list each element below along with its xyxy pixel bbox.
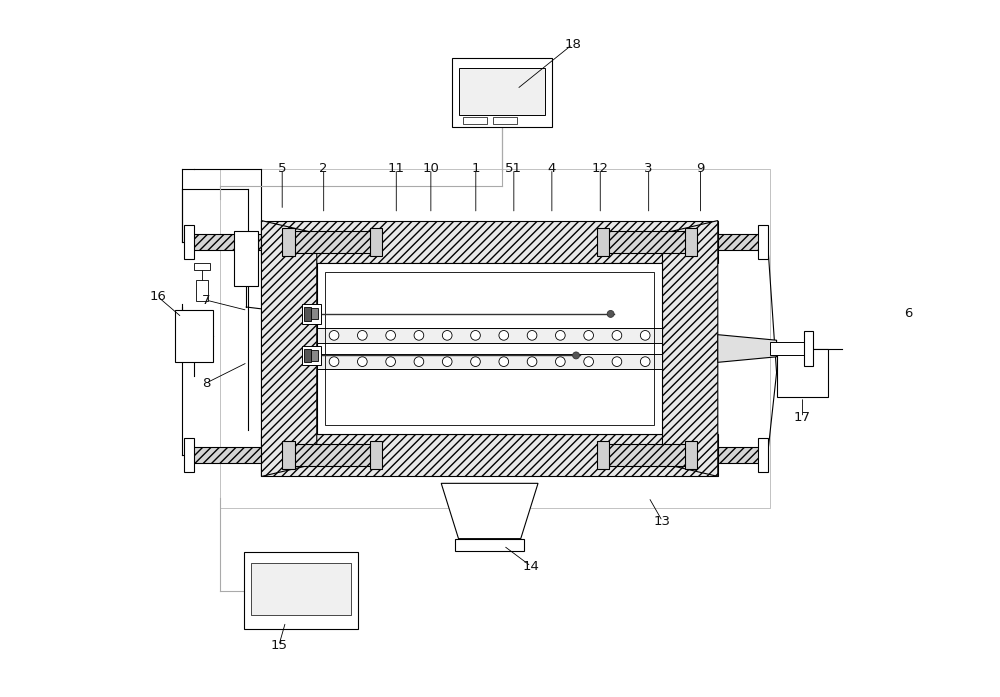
Text: 14: 14 — [523, 560, 540, 573]
Bar — [302, 346, 321, 365]
Text: 10: 10 — [422, 162, 439, 175]
Circle shape — [414, 330, 424, 340]
Circle shape — [329, 330, 339, 340]
Circle shape — [584, 330, 593, 340]
Bar — [234, 231, 258, 286]
Circle shape — [386, 330, 395, 340]
Bar — [194, 263, 210, 270]
Polygon shape — [441, 483, 538, 539]
Bar — [685, 441, 697, 469]
Text: 4: 4 — [548, 162, 556, 175]
Bar — [493, 117, 517, 124]
Polygon shape — [261, 220, 317, 477]
Bar — [777, 348, 828, 397]
Text: 5: 5 — [278, 162, 286, 175]
Bar — [718, 234, 759, 250]
Text: 11: 11 — [388, 162, 405, 175]
Bar — [463, 117, 487, 124]
Circle shape — [527, 330, 537, 340]
Bar — [175, 310, 213, 362]
Bar — [770, 342, 804, 355]
Text: 7: 7 — [202, 293, 210, 307]
Circle shape — [442, 357, 452, 367]
Bar — [685, 228, 697, 256]
Bar — [325, 272, 654, 425]
Bar — [261, 220, 718, 263]
Bar — [244, 553, 358, 629]
Circle shape — [640, 357, 650, 367]
Circle shape — [499, 357, 509, 367]
Bar — [251, 563, 351, 615]
Bar — [718, 447, 759, 463]
Bar — [607, 231, 687, 253]
Text: 15: 15 — [270, 639, 287, 652]
Bar — [317, 354, 662, 369]
Bar — [184, 224, 194, 259]
Circle shape — [612, 357, 622, 367]
Text: 13: 13 — [654, 515, 671, 528]
Bar — [311, 308, 318, 319]
Bar — [192, 234, 261, 250]
Bar — [184, 438, 194, 473]
Bar — [455, 539, 524, 551]
Bar — [220, 169, 770, 507]
Circle shape — [607, 310, 614, 317]
Circle shape — [573, 352, 580, 359]
Circle shape — [612, 330, 622, 340]
Bar — [304, 307, 311, 321]
Text: 6: 6 — [904, 307, 912, 321]
Circle shape — [471, 357, 480, 367]
Bar — [370, 441, 382, 469]
Bar — [804, 330, 813, 367]
Text: 17: 17 — [794, 411, 811, 424]
Bar — [192, 447, 261, 463]
Circle shape — [640, 330, 650, 340]
Bar — [452, 58, 552, 128]
Bar — [282, 441, 295, 469]
Circle shape — [386, 357, 395, 367]
Bar — [597, 441, 609, 469]
Bar — [607, 444, 687, 466]
Circle shape — [556, 357, 565, 367]
Circle shape — [556, 330, 565, 340]
Circle shape — [442, 330, 452, 340]
Bar — [758, 224, 768, 259]
Text: 3: 3 — [644, 162, 653, 175]
Circle shape — [357, 357, 367, 367]
Bar — [293, 444, 372, 466]
Text: 18: 18 — [564, 38, 581, 51]
Bar — [302, 305, 321, 323]
Polygon shape — [662, 220, 718, 477]
Polygon shape — [718, 335, 777, 362]
Bar — [282, 228, 295, 256]
Bar — [370, 228, 382, 256]
Circle shape — [414, 357, 424, 367]
Bar — [311, 350, 318, 361]
Circle shape — [847, 329, 886, 368]
Bar — [196, 280, 208, 301]
Text: 2: 2 — [319, 162, 328, 175]
Bar — [317, 263, 662, 434]
Circle shape — [329, 357, 339, 367]
Bar — [317, 328, 662, 343]
Circle shape — [471, 330, 480, 340]
Text: 9: 9 — [696, 162, 705, 175]
Bar — [459, 68, 545, 115]
Bar — [597, 228, 609, 256]
Circle shape — [357, 330, 367, 340]
Text: 1: 1 — [472, 162, 480, 175]
Text: 8: 8 — [202, 376, 210, 390]
Circle shape — [527, 357, 537, 367]
Bar — [293, 231, 372, 253]
Circle shape — [499, 330, 509, 340]
Text: 51: 51 — [505, 162, 522, 175]
Circle shape — [584, 357, 593, 367]
Bar — [758, 438, 768, 473]
Bar — [261, 434, 718, 477]
Text: 16: 16 — [149, 290, 166, 303]
Bar — [304, 348, 311, 362]
Text: 12: 12 — [592, 162, 609, 175]
